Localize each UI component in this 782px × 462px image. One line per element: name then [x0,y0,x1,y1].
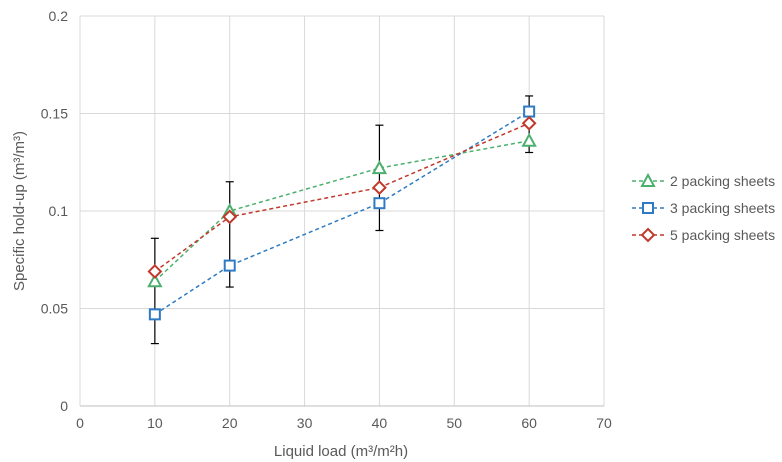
legend-marker [640,172,656,187]
x-tick-label: 70 [596,415,612,431]
x-tick-label: 0 [76,415,84,431]
data-point [148,308,161,321]
x-tick-label: 30 [297,415,313,431]
legend-marker [642,202,654,214]
data-point [223,259,236,272]
series-line [154,140,530,282]
x-tick-label: 40 [372,415,388,431]
data-point [523,105,536,118]
legend-marker [640,227,656,243]
data-point [372,180,387,196]
y-tick-labels: 0 0.05 0.1 0.15 0.2 [41,8,68,414]
series-line [154,110,530,315]
error-bars [150,95,534,345]
legend-label: 2 packing sheets [670,173,775,189]
x-tick-labels: 0 10 20 30 40 50 60 70 [76,415,612,431]
x-tick-label: 60 [521,415,537,431]
series-line [154,122,530,273]
y-tick-label: 0.05 [41,301,68,317]
series-3 [147,115,537,279]
legend-item: 2 packing sheets [632,172,775,189]
data-point [521,132,537,147]
y-tick-label: 0.1 [49,203,69,219]
legend-label: 3 packing sheets [670,200,775,216]
x-tick-label: 50 [446,415,462,431]
legend-label: 5 packing sheets [670,227,775,243]
data-point [147,273,163,288]
x-tick-label: 20 [222,415,238,431]
x-axis-title: Liquid load (m³/m²h) [274,443,408,460]
data-point [373,197,386,210]
data-point [521,115,537,131]
legend: 2 packing sheets 3 packing sheets 5 packin… [632,172,775,243]
data-point [147,264,163,279]
x-tick-label: 10 [147,415,163,431]
y-tick-label: 0 [60,398,68,414]
y-tick-label: 0.2 [49,8,69,24]
series-2 [148,105,536,321]
grid-lines [80,15,605,406]
data-point [371,160,388,175]
y-tick-label: 0.15 [41,106,68,122]
legend-item: 5 packing sheets [632,227,775,243]
data-point [222,209,238,225]
series-group [147,105,537,321]
legend-item: 3 packing sheets [632,200,775,216]
y-axis-title: Specific hold-up (m³/m³) [11,131,28,291]
axes [79,16,604,407]
